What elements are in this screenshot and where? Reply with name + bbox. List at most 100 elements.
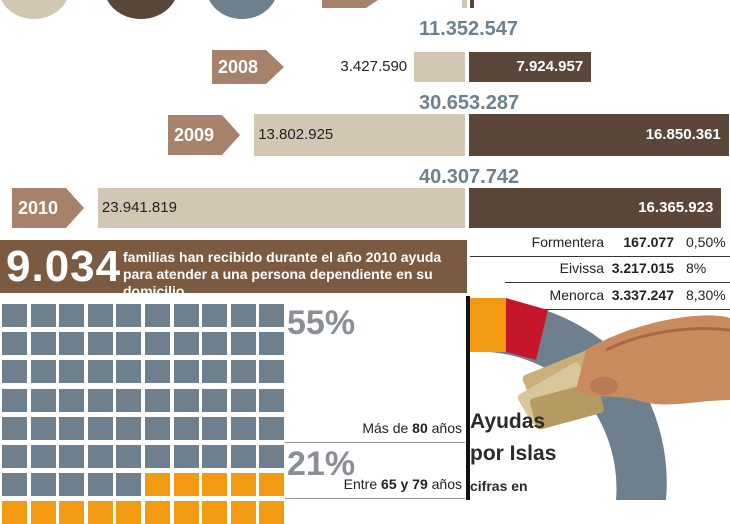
side-title-line1: Ayudas — [470, 410, 546, 433]
waffle-square — [87, 388, 113, 412]
island-divider — [505, 282, 730, 283]
value-right-2009: 16.850.361 — [645, 126, 721, 143]
waffle-square — [230, 416, 256, 440]
waffle-square — [230, 360, 256, 384]
waffle-square — [145, 416, 170, 440]
waffle-square — [173, 501, 199, 524]
island-value: 3.217.015 — [611, 260, 674, 276]
value-right-2008: 7.924.957 — [516, 58, 584, 75]
waffle-square — [202, 501, 228, 524]
island-percent: 0,50% — [686, 234, 726, 250]
island-name: Eivissa — [559, 260, 604, 276]
waffle-square — [173, 473, 199, 497]
island-name: Menorca — [549, 287, 604, 303]
age-percent-1: 21% — [287, 445, 356, 483]
island-divider — [485, 309, 730, 310]
waffle-square — [202, 388, 228, 412]
year-label-2009: 2009 — [174, 125, 214, 145]
waffle-square — [116, 360, 142, 384]
money-hand-illustration — [517, 315, 730, 430]
waffle-square — [145, 473, 170, 497]
waffle-square — [30, 445, 56, 468]
waffle-square — [259, 304, 285, 327]
waffle-square — [59, 388, 85, 412]
waffle-square — [116, 304, 142, 327]
waffle-square — [145, 388, 170, 412]
island-divider — [470, 256, 730, 257]
waffle-square — [59, 332, 85, 356]
waffle-square — [87, 360, 113, 384]
waffle-square — [173, 360, 199, 384]
waffle-square — [202, 445, 228, 468]
waffle-square — [59, 416, 85, 440]
waffle-square — [259, 388, 285, 412]
side-title-line3: cifras en — [470, 478, 528, 494]
waffle-square — [59, 473, 85, 497]
waffle-square — [2, 501, 27, 524]
families-text: familias han recibido durante el año 201… — [123, 249, 442, 299]
waffle-square — [116, 332, 142, 356]
waffle-square — [30, 304, 56, 327]
waffle-square — [116, 445, 142, 468]
waffle-square — [259, 416, 285, 440]
waffle-square — [145, 304, 170, 327]
waffle-square — [2, 388, 27, 412]
waffle-square — [173, 416, 199, 440]
waffle-square — [2, 332, 27, 356]
waffle-square — [202, 473, 228, 497]
value-left-2009: 13.802.925 — [258, 126, 334, 143]
waffle-square — [145, 501, 170, 524]
waffle-square — [2, 473, 27, 497]
legend-circle-slate — [206, 0, 278, 19]
island-percent: 8% — [686, 260, 707, 276]
waffle-square — [30, 416, 56, 440]
waffle-square — [145, 360, 170, 384]
waffle-square — [202, 332, 228, 356]
bar-left-2009 — [254, 114, 465, 156]
age-label-0: Más de 80 años — [362, 420, 462, 436]
waffle-square — [230, 388, 256, 412]
waffle-square — [2, 360, 27, 384]
waffle-square — [230, 332, 256, 356]
side-title-line2: por Islas — [470, 442, 557, 465]
age-divider — [285, 498, 465, 499]
age-divider — [285, 442, 465, 443]
waffle-square — [116, 501, 142, 524]
waffle-square — [87, 332, 113, 356]
waffle-square — [145, 445, 170, 468]
waffle-square — [230, 501, 256, 524]
waffle-square — [30, 473, 56, 497]
waffle-square — [202, 416, 228, 440]
year-arrow-2009: 2009 — [168, 115, 241, 155]
waffle-square — [230, 304, 256, 327]
waffle-square — [230, 473, 256, 497]
bar-left-2008 — [414, 52, 465, 82]
waffle-square — [30, 501, 56, 524]
waffle-square — [30, 360, 56, 384]
waffle-square — [116, 473, 142, 497]
waffle-square — [230, 445, 256, 468]
waffle-square — [202, 360, 228, 384]
waffle-square — [87, 501, 113, 524]
bar-right-2008 — [469, 52, 592, 82]
total-2009: 30.653.287 — [419, 92, 520, 114]
waffle-square — [87, 416, 113, 440]
island-row-menorca: Menorca 3.337.247 8,30% — [470, 287, 728, 307]
waffle-square — [173, 388, 199, 412]
waffle-square — [87, 445, 113, 468]
bar-right-2009 — [469, 114, 729, 156]
bar-2007-partial — [462, 0, 467, 8]
age-percent-0: 55% — [287, 304, 356, 342]
waffle-square — [87, 304, 113, 327]
families-banner: 9.034 familias han recibido durante el a… — [0, 240, 467, 299]
island-row-formentera: Formentera 167.077 0,50% — [470, 234, 728, 254]
legend-circle-beige — [0, 0, 70, 19]
waffle-square — [59, 360, 85, 384]
waffle-square — [59, 304, 85, 327]
island-value: 3.337.247 — [611, 287, 674, 303]
value-left-2010: 23.941.819 — [101, 199, 177, 216]
waffle-square — [2, 304, 27, 327]
waffle-square — [116, 416, 142, 440]
waffle-square — [2, 416, 27, 440]
island-name: Formentera — [531, 234, 604, 250]
